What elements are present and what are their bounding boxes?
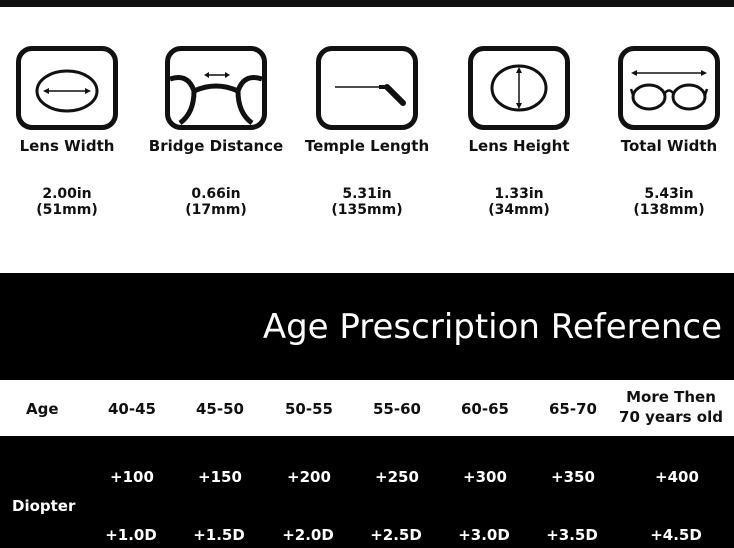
- temple-length-icon: [316, 46, 418, 130]
- lens-height-icon: [468, 46, 570, 130]
- diopter-d-value: +1.0D: [105, 526, 157, 544]
- diopter-d-value: +2.0D: [282, 526, 334, 544]
- measure-label: Total Width: [620, 137, 718, 155]
- age-cell-4: 55-60: [373, 400, 421, 418]
- measure-value-in: 1.33in: [494, 186, 544, 202]
- age-cell-1: 40-45: [108, 400, 156, 418]
- measure-total-width: Total Width 5.43in (138mm): [599, 46, 734, 218]
- diopter-d-value: +3.0D: [458, 526, 510, 544]
- age-cell-3: 50-55: [285, 400, 333, 418]
- bridge-distance-icon: [165, 46, 267, 130]
- diopter-d-value: +2.5D: [370, 526, 422, 544]
- age-cell-2: 45-50: [196, 400, 244, 418]
- measure-value-in: 5.43in: [644, 186, 694, 202]
- age-header: Age: [26, 400, 59, 418]
- total-width-icon: [618, 46, 720, 130]
- diopter-value: +400: [655, 468, 699, 486]
- diopter-value: +350: [551, 468, 595, 486]
- age-row: Age 40-45 45-50 50-55 55-60 60-65 65-70 …: [0, 380, 734, 436]
- measure-value-mm: (138mm): [633, 202, 705, 218]
- diopter-row: Diopter +100 +150 +200 +250 +300 +350 +4…: [0, 436, 734, 548]
- age-prescription-banner: Age Prescription Reference: [0, 273, 734, 380]
- measure-value-in: 5.31in: [342, 186, 392, 202]
- measure-temple-length: Temple Length 5.31in (135mm): [297, 46, 437, 218]
- age-cell-5: 60-65: [461, 400, 509, 418]
- measure-value-mm: (34mm): [488, 202, 550, 218]
- measure-label: Lens Width: [19, 137, 115, 155]
- measure-value-mm: (135mm): [331, 202, 403, 218]
- diopter-d-value: +1.5D: [193, 526, 245, 544]
- age-cell-6: 65-70: [549, 400, 597, 418]
- measure-label: Lens Height: [468, 137, 570, 155]
- measure-value-mm: (51mm): [36, 202, 98, 218]
- measure-lens-height: Lens Height 1.33in (34mm): [449, 46, 589, 218]
- diopter-d-value: +4.5D: [650, 526, 702, 544]
- diopter-d-value: +3.5D: [546, 526, 598, 544]
- measure-label: Bridge Distance: [148, 137, 284, 155]
- diopter-value: +200: [287, 468, 331, 486]
- measure-label: Temple Length: [304, 137, 430, 155]
- diopter-value: +250: [375, 468, 419, 486]
- diopter-value: +300: [463, 468, 507, 486]
- top-divider: [0, 0, 734, 7]
- measure-value-in: 2.00in: [42, 186, 92, 202]
- measure-value-mm: (17mm): [185, 202, 247, 218]
- measure-value-in: 0.66in: [191, 186, 241, 202]
- measure-bridge-distance: Bridge Distance 0.66in (17mm): [146, 46, 286, 218]
- banner-title: Age Prescription Reference: [262, 307, 722, 347]
- lens-width-icon: [16, 46, 118, 130]
- diopter-value: +150: [198, 468, 242, 486]
- measure-lens-width: Lens Width 2.00in (51mm): [0, 46, 137, 218]
- diopter-header: Diopter: [12, 497, 76, 515]
- diopter-value: +100: [110, 468, 154, 486]
- age-cell-7: More Then 70 years old: [619, 388, 723, 426]
